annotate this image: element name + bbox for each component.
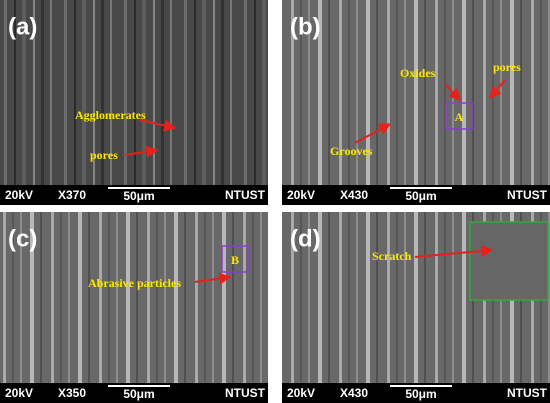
scale: 50μm xyxy=(405,387,436,401)
annotation: pores xyxy=(90,148,118,162)
lab: NTUST xyxy=(225,188,266,202)
arrow xyxy=(124,145,159,158)
panel-label: (b) xyxy=(290,13,321,40)
inset xyxy=(469,221,549,301)
panel-label: (c) xyxy=(8,225,37,252)
magnification: X370 xyxy=(58,188,86,202)
info-bar xyxy=(0,383,268,403)
annotation: pores xyxy=(493,60,521,74)
arrow xyxy=(414,245,494,258)
micrograph-shade xyxy=(282,0,550,205)
region-label: B xyxy=(231,253,239,267)
scale: 50μm xyxy=(123,387,154,401)
info-bar xyxy=(0,185,268,205)
annotation: Agglomerates xyxy=(75,108,146,122)
annotation: Scratch xyxy=(372,249,412,263)
arrow xyxy=(194,272,232,285)
info-bar xyxy=(282,383,550,403)
arrow xyxy=(139,119,177,132)
micrograph xyxy=(0,0,268,205)
sem-panel: (a) Agglomerates pores 20kV X370 50μm NTUST xyxy=(0,0,268,205)
sem-panel: (b) Oxides pores Grooves A 20kV X430 50μm NTUST xyxy=(282,0,550,205)
voltage: 20kV xyxy=(287,188,315,202)
info-bar xyxy=(282,185,550,205)
arrow xyxy=(444,83,461,101)
micrograph-shade xyxy=(0,212,268,403)
magnification: X430 xyxy=(340,188,368,202)
micrograph-shade xyxy=(0,0,268,205)
sem-panel: (d) Scratch 20kV X430 50μm NTUST xyxy=(282,212,550,403)
scale: 50μm xyxy=(405,189,436,203)
arrow xyxy=(489,79,506,99)
lab: NTUST xyxy=(225,386,266,400)
sem-panel: (c) Abrasive particles B 20kV X350 50μm NTUST xyxy=(0,212,268,403)
annotation: Grooves xyxy=(330,144,373,158)
lab: NTUST xyxy=(507,386,548,400)
region-box xyxy=(445,102,473,130)
micrograph xyxy=(0,212,268,403)
arrow xyxy=(354,123,392,144)
scale: 50μm xyxy=(123,189,154,203)
annotation: Abrasive particles xyxy=(88,276,181,290)
voltage: 20kV xyxy=(5,386,33,400)
micrograph xyxy=(282,0,550,205)
panel-label: (d) xyxy=(290,225,321,252)
region-box xyxy=(221,245,249,273)
panel-label: (a) xyxy=(8,13,37,40)
voltage: 20kV xyxy=(287,386,315,400)
magnification: X430 xyxy=(340,386,368,400)
voltage: 20kV xyxy=(5,188,33,202)
region-label: A xyxy=(455,110,464,124)
magnification: X350 xyxy=(58,386,86,400)
annotation: Oxides xyxy=(400,66,436,80)
lab: NTUST xyxy=(507,188,548,202)
